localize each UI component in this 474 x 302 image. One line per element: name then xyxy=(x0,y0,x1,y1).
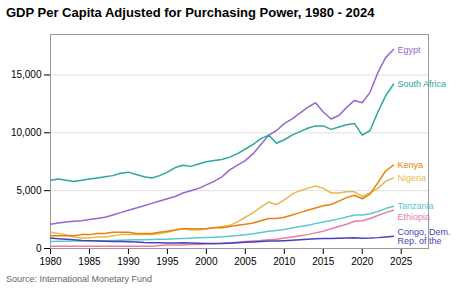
svg-text:Tanzania: Tanzania xyxy=(397,201,433,211)
svg-text:15,000: 15,000 xyxy=(11,69,42,80)
html-text:GDP Per Capita Adjusted for Pu: GDP Per Capita Adjusted for Purchasing P… xyxy=(6,5,375,20)
svg-text:Ethiopia: Ethiopia xyxy=(397,212,430,222)
svg-text:1985: 1985 xyxy=(78,256,101,267)
svg-text:0: 0 xyxy=(36,243,42,254)
svg-text:Kenya: Kenya xyxy=(397,160,423,170)
svg-text:2000: 2000 xyxy=(195,256,218,267)
svg-text:2010: 2010 xyxy=(273,256,296,267)
svg-text:1990: 1990 xyxy=(117,256,140,267)
svg-text:2005: 2005 xyxy=(234,256,257,267)
svg-text:South Africa: South Africa xyxy=(397,79,446,89)
svg-text:10,000: 10,000 xyxy=(11,127,42,138)
svg-text:2015: 2015 xyxy=(312,256,335,267)
svg-text:Congo, Dem.Rep. of the: Congo, Dem.Rep. of the xyxy=(397,227,450,247)
svg-text:1995: 1995 xyxy=(156,256,179,267)
svg-text:Nigeria: Nigeria xyxy=(397,173,426,183)
svg-text:1980: 1980 xyxy=(39,256,62,267)
html-text:Source: International Monetary: Source: International Monetary Fund xyxy=(6,274,153,284)
svg-text:5,000: 5,000 xyxy=(16,185,41,196)
svg-text:Egypt: Egypt xyxy=(397,45,421,55)
svg-text:2020: 2020 xyxy=(351,256,374,267)
svg-text:2025: 2025 xyxy=(390,256,413,267)
